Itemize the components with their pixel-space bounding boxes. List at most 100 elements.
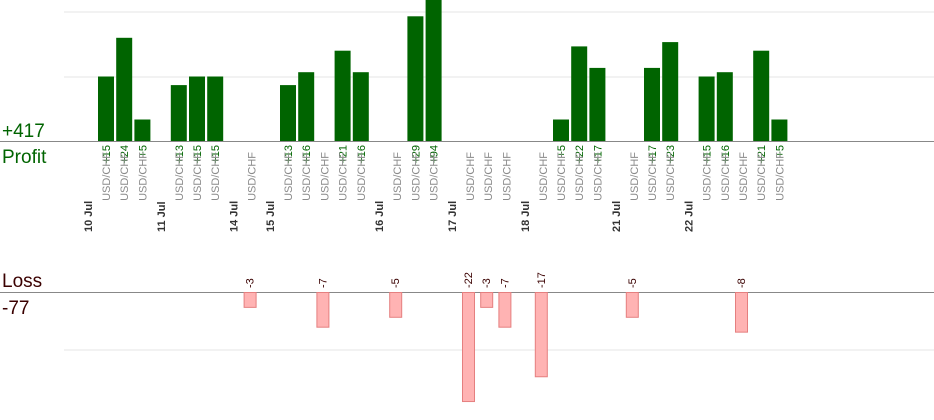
profit-value-label: +17	[647, 145, 659, 164]
profit-value-label: +5	[774, 145, 786, 158]
profit-bar	[698, 76, 715, 141]
pair-label: USD/CHF	[119, 152, 131, 201]
date-label: 17 Jul	[447, 201, 459, 232]
profit-bar	[571, 46, 588, 141]
loss-value-label: -8	[736, 278, 748, 288]
pair-label: USD/CHF	[629, 152, 641, 201]
date-label: 15 Jul	[265, 201, 277, 232]
profit-value-label: +15	[702, 145, 714, 164]
profit-bar	[589, 67, 606, 141]
pair-label: USD/CHF	[247, 152, 259, 201]
profit-bar	[334, 50, 351, 142]
profit-bar	[170, 85, 187, 141]
profit-value-label: +15	[192, 145, 204, 164]
pair-label: USD/CHF	[283, 152, 295, 201]
profit-value-label: +16	[720, 145, 732, 164]
pair-label: USD/CHF	[301, 152, 313, 201]
profit-value-label: +16	[301, 145, 313, 164]
profit-value-label: +13	[283, 145, 295, 164]
pair-label: USD/CHF	[465, 152, 477, 201]
profit-value-label: +29	[410, 145, 422, 164]
pair-label: USD/CHF	[210, 152, 222, 201]
loss-value-label: -3	[245, 278, 257, 288]
profit-bar	[298, 72, 315, 141]
pair-label: USD/CHF	[338, 152, 350, 201]
profit-total: +417	[2, 121, 45, 142]
loss-value-label: -17	[536, 272, 548, 288]
date-label: 11 Jul	[156, 201, 168, 232]
profit-bar	[98, 76, 114, 141]
pair-label: USD/CHF	[720, 152, 732, 201]
profit-value-label: +22	[574, 145, 586, 164]
loss-bar	[389, 292, 403, 318]
profit-bar	[207, 76, 224, 141]
loss-bar	[462, 292, 475, 403]
date-label: 10 Jul	[83, 201, 95, 232]
profit-bar	[189, 76, 205, 141]
profit-value-label: +23	[665, 145, 677, 164]
profit-value-label: +94	[429, 145, 441, 164]
loss-total: -77	[2, 298, 29, 319]
profit-bar	[407, 16, 424, 141]
pair-label: USD/CHF	[501, 152, 513, 201]
loss-bar	[243, 292, 257, 308]
date-label: 18 Jul	[520, 201, 532, 232]
pair-label: USD/CHF	[174, 152, 186, 201]
pair-label: USD/CHF	[137, 152, 149, 201]
profit-value-label: +15	[210, 145, 222, 164]
loss-value-label: -7	[499, 278, 511, 288]
summary-layer: +417 Profit Loss -77	[2, 121, 47, 319]
profit-bar	[753, 50, 770, 142]
date-label: 22 Jul	[684, 201, 696, 232]
profit-value-label: +21	[756, 145, 768, 164]
profit-bar	[644, 67, 660, 141]
profit-value-label: +5	[556, 145, 568, 158]
profit-bar	[716, 72, 733, 141]
pair-label: USD/CHF	[556, 152, 568, 201]
profit-bar	[116, 37, 133, 141]
loss-value-label: -5	[390, 278, 402, 288]
loss-bar	[498, 292, 512, 328]
loss-value-label: -5	[627, 278, 639, 288]
pair-label: USD/CHF	[319, 152, 331, 201]
loss-label: Loss	[2, 271, 42, 292]
pair-label: USD/CHF	[538, 152, 550, 201]
profit-value-label: +24	[119, 145, 131, 164]
pair-label: USD/CHF	[665, 152, 677, 201]
loss-value-label: -22	[463, 272, 475, 288]
profit-value-label: +21	[338, 145, 350, 164]
loss-bar	[534, 292, 548, 378]
profit-bar	[771, 119, 788, 141]
profit-bar	[280, 85, 296, 141]
profit-value-label: +13	[174, 145, 186, 164]
date-label: 14 Jul	[229, 201, 241, 232]
pair-label: USD/CHF	[483, 152, 495, 201]
profit-value-label: +17	[592, 145, 604, 164]
profit-bar	[662, 42, 679, 141]
profit-value-label: +5	[137, 145, 149, 158]
loss-bar	[316, 292, 330, 328]
profit-bar	[134, 119, 151, 141]
loss-value-label: -3	[481, 278, 493, 288]
date-label: 21 Jul	[611, 201, 623, 232]
pair-label: USD/CHF	[101, 152, 113, 201]
profit-value-label: +15	[101, 145, 113, 164]
profit-bar	[352, 72, 369, 141]
pair-label: USD/CHF	[756, 152, 768, 201]
profit-bar	[425, 0, 442, 141]
pair-label: USD/CHF	[592, 152, 604, 201]
pair-label: USD/CHF	[702, 152, 714, 201]
pair-label: USD/CHF	[356, 152, 368, 201]
loss-bar	[625, 292, 639, 318]
pair-label: USD/CHF	[647, 152, 659, 201]
loss-bar	[480, 292, 494, 308]
pair-label: USD/CHF	[429, 152, 441, 201]
loss-value-label: -7	[317, 278, 329, 288]
profit-label: Profit	[2, 147, 47, 168]
pair-label: USD/CHF	[574, 152, 586, 201]
pair-label: USD/CHF	[738, 152, 750, 201]
date-label: 16 Jul	[374, 201, 386, 232]
